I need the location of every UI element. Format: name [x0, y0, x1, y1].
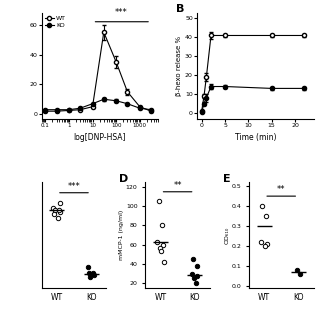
- Point: [297, 271, 302, 276]
- Text: **: **: [277, 185, 285, 194]
- Y-axis label: β-hexo release %: β-hexo release %: [176, 36, 182, 96]
- Point: [161, 260, 166, 265]
- Point: [50, 205, 55, 210]
- Point: [260, 204, 265, 209]
- Point: [87, 271, 92, 276]
- Point: [157, 245, 162, 250]
- Point: [160, 223, 165, 228]
- Legend: WT, KO: WT, KO: [45, 16, 66, 28]
- Point: [195, 263, 200, 268]
- Point: [190, 257, 196, 262]
- Text: E: E: [223, 174, 230, 184]
- X-axis label: Time (min): Time (min): [235, 133, 276, 142]
- Text: ***: ***: [115, 8, 128, 17]
- Point: [55, 216, 60, 221]
- Point: [191, 276, 196, 281]
- Point: [159, 249, 164, 254]
- Point: [156, 199, 161, 204]
- Point: [52, 211, 57, 216]
- Text: D: D: [119, 174, 129, 184]
- Point: [193, 281, 198, 286]
- Point: [258, 239, 263, 244]
- Point: [58, 209, 63, 214]
- Point: [264, 213, 269, 219]
- Point: [264, 242, 269, 247]
- Point: [57, 201, 62, 206]
- Point: [53, 207, 58, 212]
- Y-axis label: OD₆₁₀: OD₆₁₀: [225, 226, 230, 244]
- Point: [88, 275, 93, 280]
- Text: **: **: [173, 181, 182, 190]
- Y-axis label: mMCP-1 (ng/ml): mMCP-1 (ng/ml): [119, 210, 124, 260]
- Point: [90, 271, 95, 276]
- Text: B: B: [176, 4, 184, 14]
- Point: [262, 244, 267, 249]
- X-axis label: log[DNP-HSA]: log[DNP-HSA]: [74, 133, 126, 142]
- Text: ***: ***: [68, 182, 80, 191]
- Point: [161, 242, 166, 247]
- Point: [56, 207, 61, 212]
- Point: [294, 268, 300, 273]
- Point: [86, 264, 91, 269]
- Point: [194, 274, 199, 279]
- Point: [92, 273, 97, 278]
- Point: [189, 271, 194, 276]
- Point: [155, 239, 160, 244]
